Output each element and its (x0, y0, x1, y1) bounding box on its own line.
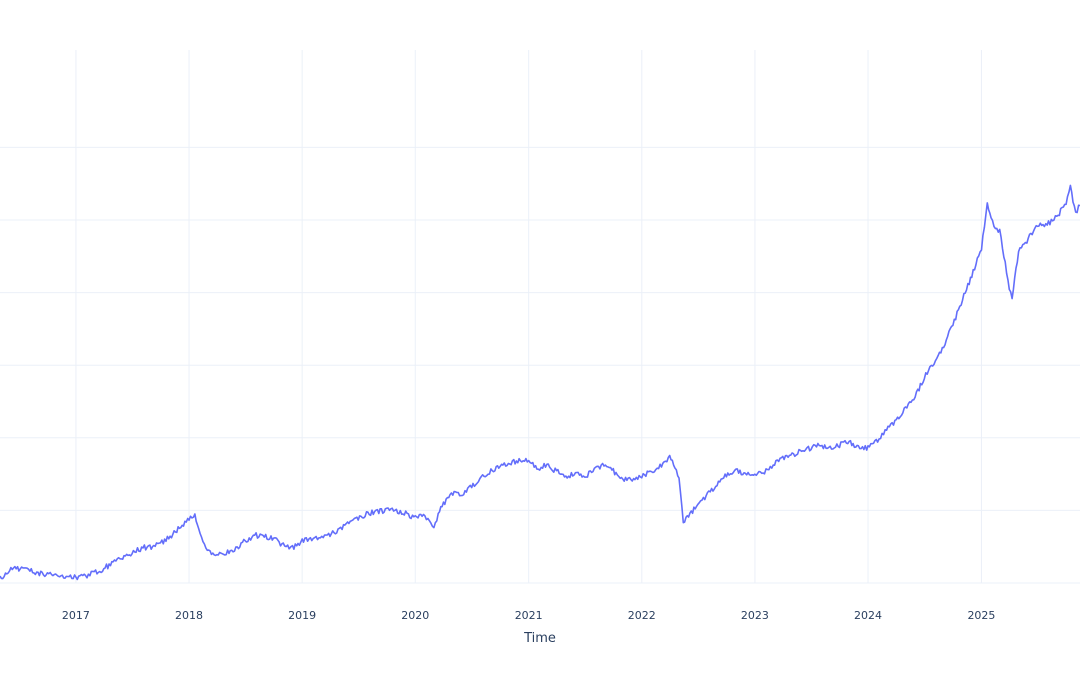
x-tick-label: 2018 (175, 609, 203, 622)
x-tick-label: 2025 (967, 609, 995, 622)
series-line (0, 184, 1080, 581)
x-tick-label: 2020 (401, 609, 429, 622)
x-tick-label: 2017 (62, 609, 90, 622)
x-tick-label: 2022 (628, 609, 656, 622)
x-axis-title: Time (523, 631, 556, 646)
x-tick-labels: 2017 2018 2019 2020 2021 2022 2023 2024 2025 (62, 609, 996, 622)
horizontal-gridlines (0, 146, 1080, 584)
series-layer (0, 184, 1080, 581)
x-tick-label: 2023 (741, 609, 769, 622)
vertical-gridlines (75, 50, 982, 583)
x-tick-label: 2021 (515, 609, 543, 622)
x-tick-label: 2024 (854, 609, 882, 622)
x-tick-label: 2019 (288, 609, 316, 622)
